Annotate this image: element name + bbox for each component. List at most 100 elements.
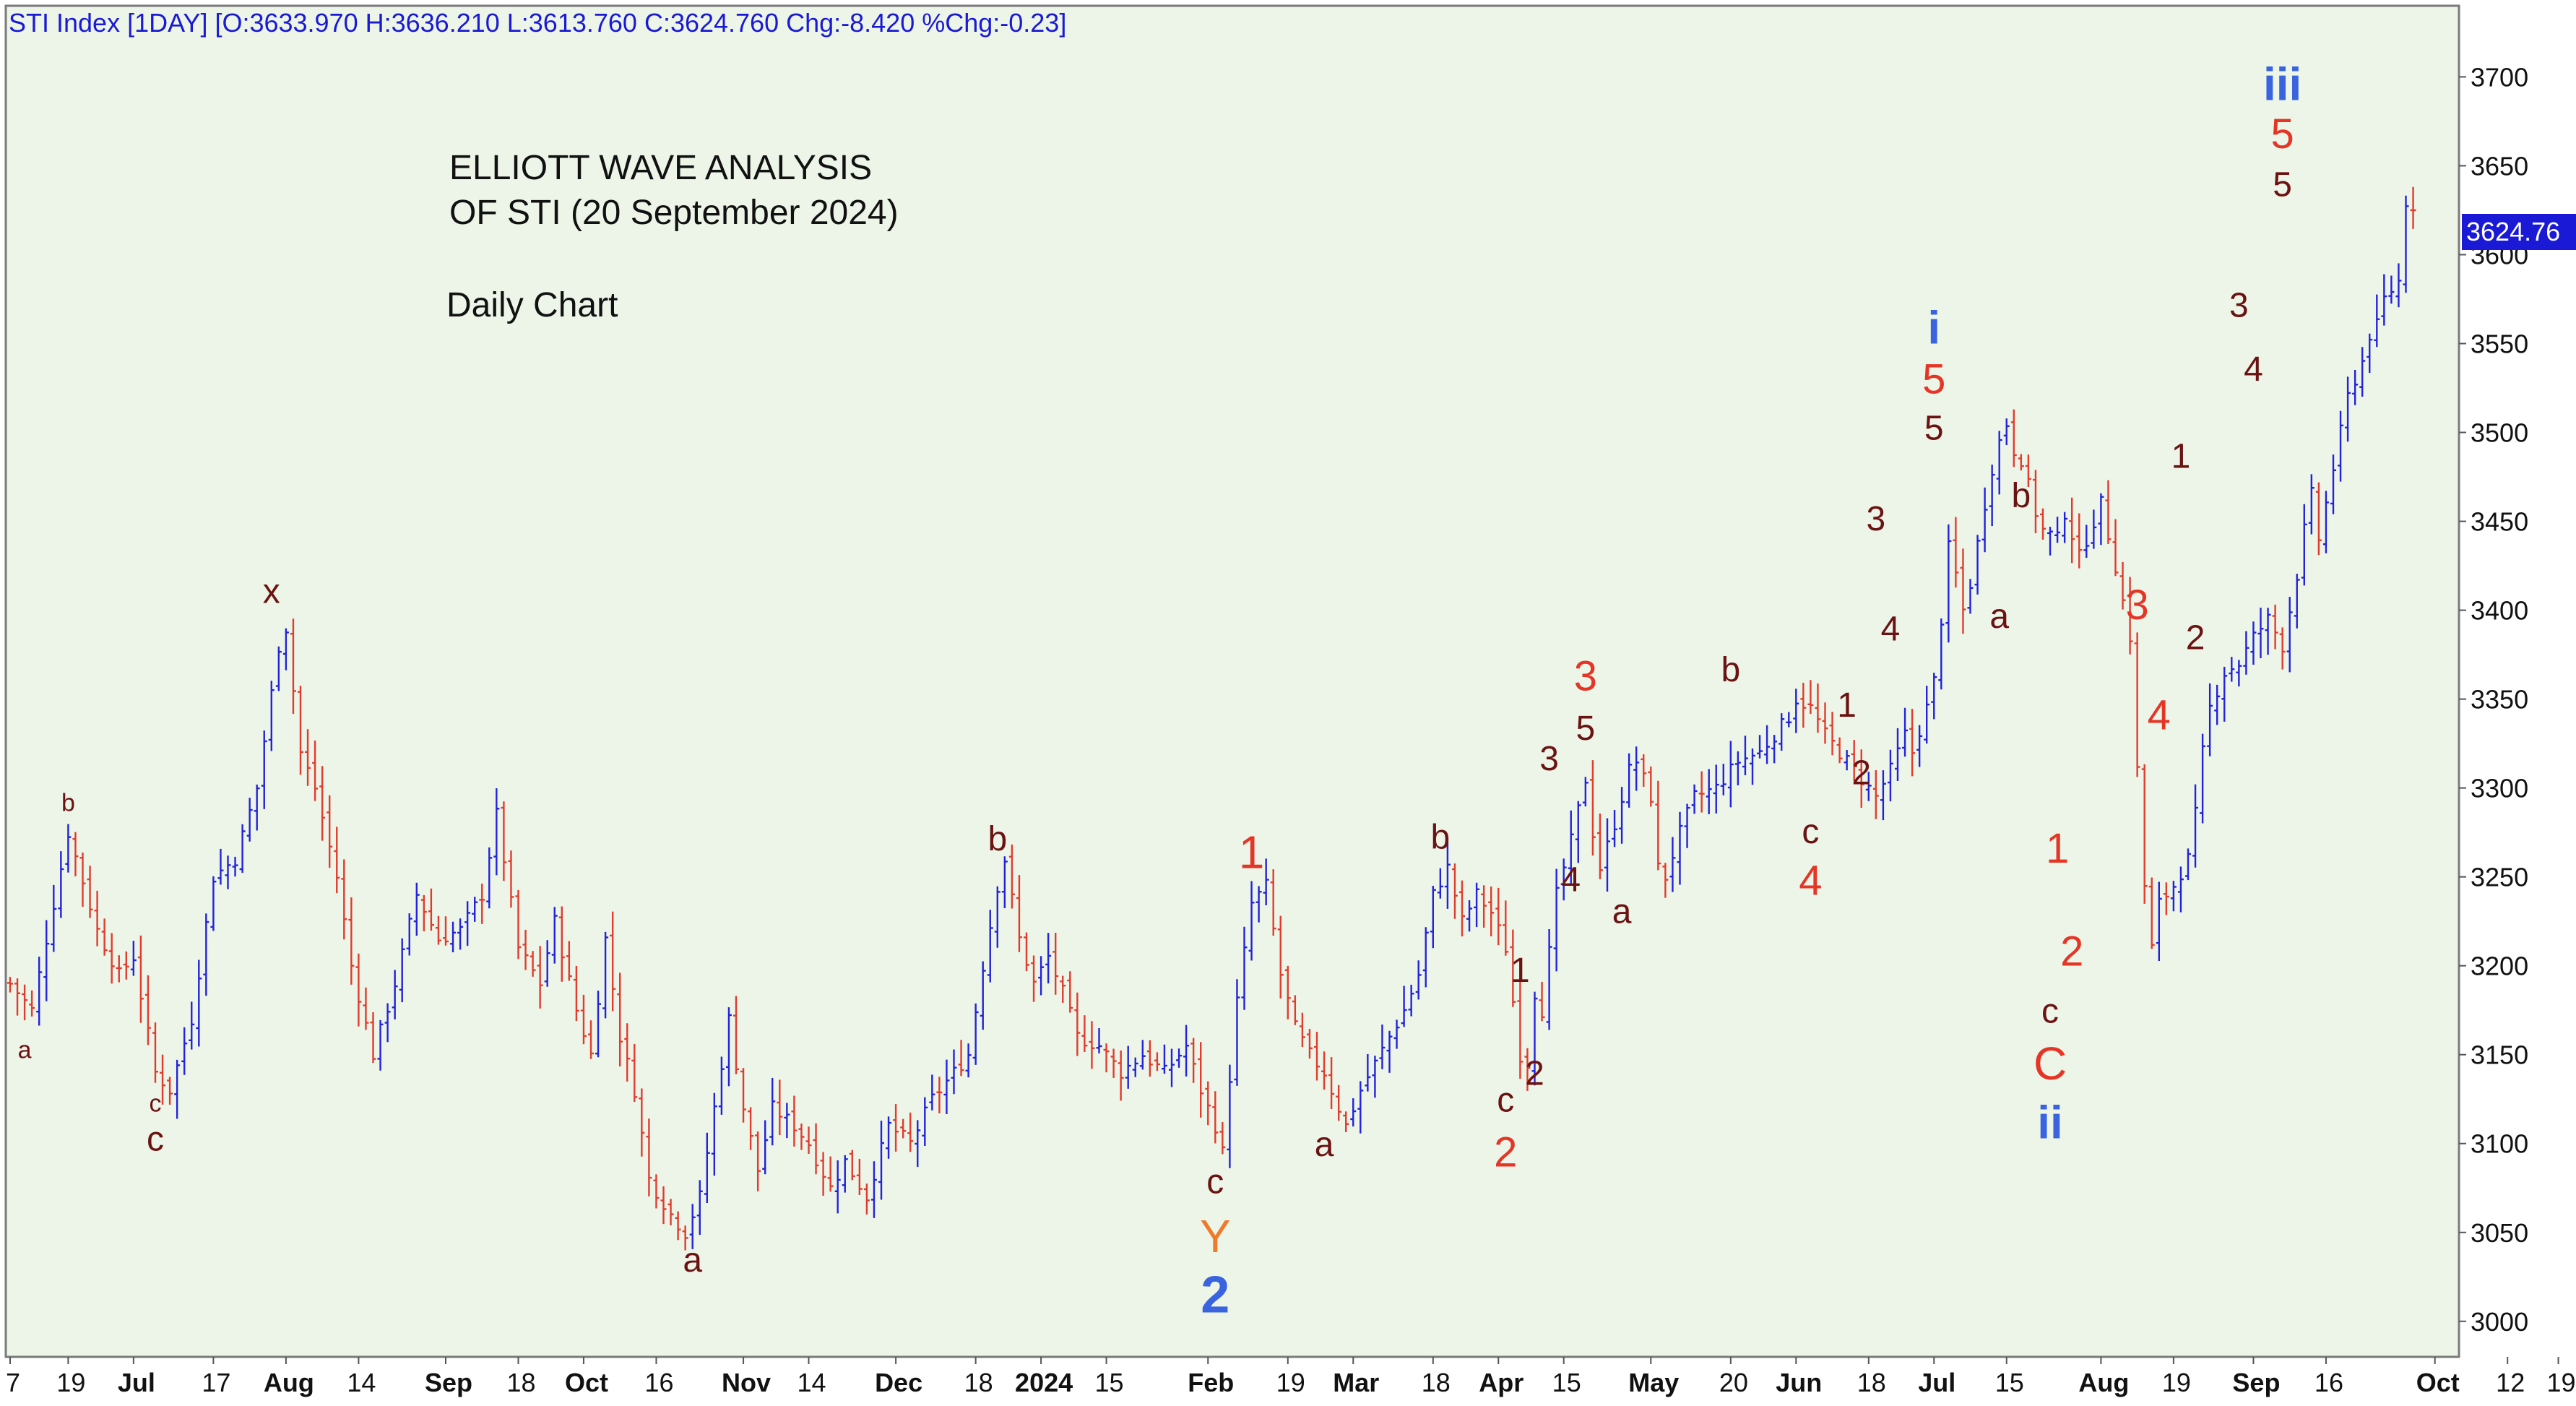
ohlc-bar bbox=[130, 941, 137, 976]
ohlc-bar bbox=[1539, 981, 1545, 1022]
ohlc-bar bbox=[2301, 504, 2307, 586]
ohlc-bar bbox=[1858, 749, 1864, 808]
ohlc-bar bbox=[413, 882, 420, 936]
x-tick-label: 7 bbox=[6, 1368, 20, 1397]
wave-label: 4 bbox=[1799, 857, 1822, 904]
ohlc-bar bbox=[1437, 868, 1443, 899]
ohlc-bar bbox=[886, 1116, 892, 1159]
wave-label: a bbox=[1612, 893, 1632, 931]
ohlc-bar bbox=[1793, 689, 1799, 733]
x-tick-label: 14 bbox=[797, 1368, 826, 1397]
y-tick-label: 3300 bbox=[2471, 774, 2528, 803]
ohlc-bar bbox=[900, 1118, 907, 1139]
ohlc-bar bbox=[464, 901, 471, 946]
ohlc-bar bbox=[1582, 777, 1589, 807]
wave-label: b bbox=[987, 820, 1007, 858]
ohlc-bar bbox=[2322, 491, 2329, 553]
ohlc-bar bbox=[355, 953, 362, 1027]
ohlc-bar bbox=[689, 1204, 696, 1249]
ohlc-bar bbox=[1844, 750, 1850, 771]
wave-label: c bbox=[2041, 992, 2059, 1030]
ohlc-bar bbox=[682, 1225, 688, 1251]
ohlc-bar bbox=[1466, 900, 1473, 932]
ohlc-bar bbox=[435, 915, 441, 945]
wave-label: 2 bbox=[1525, 1055, 1544, 1093]
ohlc-bar bbox=[566, 941, 572, 981]
ohlc-bar bbox=[617, 972, 623, 1066]
ohlc-bar bbox=[363, 987, 369, 1030]
ohlc-bar bbox=[2315, 482, 2322, 556]
ohlc-bar bbox=[580, 994, 587, 1045]
ohlc-bar bbox=[1401, 986, 1407, 1027]
ohlc-bar bbox=[246, 798, 253, 842]
ohlc-bar bbox=[1568, 810, 1574, 884]
ohlc-bar bbox=[1038, 956, 1045, 996]
ohlc-bar bbox=[791, 1095, 798, 1147]
ohlc-bar bbox=[2032, 470, 2039, 534]
wave-label: 2 bbox=[1494, 1129, 1517, 1176]
ohlc-bar bbox=[718, 1056, 725, 1115]
wave-label: iii bbox=[2263, 58, 2301, 110]
ohlc-bar bbox=[2200, 733, 2206, 824]
ohlc-bar bbox=[1016, 875, 1022, 952]
ohlc-bar bbox=[1488, 887, 1495, 936]
ohlc-bar bbox=[602, 931, 609, 1019]
ohlc-bar bbox=[1212, 1091, 1219, 1144]
ohlc-bar bbox=[1596, 814, 1603, 879]
ohlc-bar bbox=[370, 1012, 376, 1064]
ohlc-bar bbox=[2236, 660, 2242, 687]
ohlc-bar bbox=[79, 852, 86, 907]
ohlc-bar bbox=[544, 940, 550, 987]
x-tick-label: 14 bbox=[347, 1368, 376, 1397]
ohlc-bar bbox=[1619, 787, 1625, 844]
ohlc-bar bbox=[14, 978, 21, 1016]
ohlc-bar bbox=[1074, 992, 1081, 1056]
ohlc-bar bbox=[2141, 764, 2148, 904]
ohlc-bar bbox=[1822, 702, 1828, 744]
ohlc-bar bbox=[1734, 751, 1741, 785]
ohlc-bar bbox=[290, 618, 296, 715]
ohlc-bar bbox=[2388, 275, 2395, 304]
ohlc-bar bbox=[160, 1054, 166, 1105]
ohlc-bar bbox=[406, 913, 412, 956]
y-tick-label: 3100 bbox=[2471, 1129, 2528, 1159]
ohlc-bar bbox=[2112, 519, 2119, 577]
x-tick-label: 20 bbox=[1719, 1368, 1748, 1397]
ohlc-bar bbox=[1379, 1025, 1386, 1069]
ohlc-bar bbox=[1742, 736, 1748, 775]
ohlc-bar bbox=[2214, 684, 2221, 725]
wave-label: c bbox=[150, 1090, 162, 1117]
y-tick-label: 3150 bbox=[2471, 1040, 2528, 1070]
ohlc-bar bbox=[1103, 1043, 1110, 1073]
ohlc-bar bbox=[1909, 709, 1916, 777]
ohlc-bar bbox=[1422, 927, 1429, 988]
ohlc-bar bbox=[203, 913, 209, 996]
ohlc-bar bbox=[2272, 604, 2278, 650]
ohlc-bar bbox=[1872, 770, 1879, 819]
x-tick-label: 19 bbox=[2547, 1368, 2576, 1397]
ohlc-bar bbox=[1720, 764, 1726, 795]
ohlc-bar bbox=[72, 832, 79, 876]
ohlc-bar bbox=[1887, 749, 1893, 802]
ohlc-bar bbox=[1089, 1021, 1095, 1069]
ohlc-bar bbox=[239, 824, 246, 873]
wave-label: b bbox=[1721, 651, 1740, 689]
wave-label: 4 bbox=[2148, 691, 2171, 738]
ohlc-bar bbox=[1183, 1025, 1190, 1077]
ohlc-bar bbox=[501, 801, 507, 881]
wave-label: a bbox=[1989, 598, 2009, 636]
ohlc-bar bbox=[1161, 1044, 1167, 1074]
ohlc-bar bbox=[1270, 869, 1276, 936]
ohlc-bar bbox=[530, 951, 536, 977]
x-tick-label: 15 bbox=[1995, 1368, 2024, 1397]
ohlc-bar bbox=[1277, 915, 1284, 999]
ohlc-bar bbox=[2185, 848, 2191, 881]
ohlc-bar bbox=[298, 686, 303, 775]
ohlc-bar bbox=[36, 957, 43, 1026]
ohlc-bar bbox=[2163, 882, 2169, 915]
x-tick-label: 18 bbox=[1422, 1368, 1451, 1397]
ohlc-bar bbox=[987, 910, 993, 983]
x-tick-label: 19 bbox=[2162, 1368, 2191, 1397]
wave-label: 1 bbox=[1837, 686, 1857, 725]
ohlc-bar bbox=[1945, 524, 1952, 643]
